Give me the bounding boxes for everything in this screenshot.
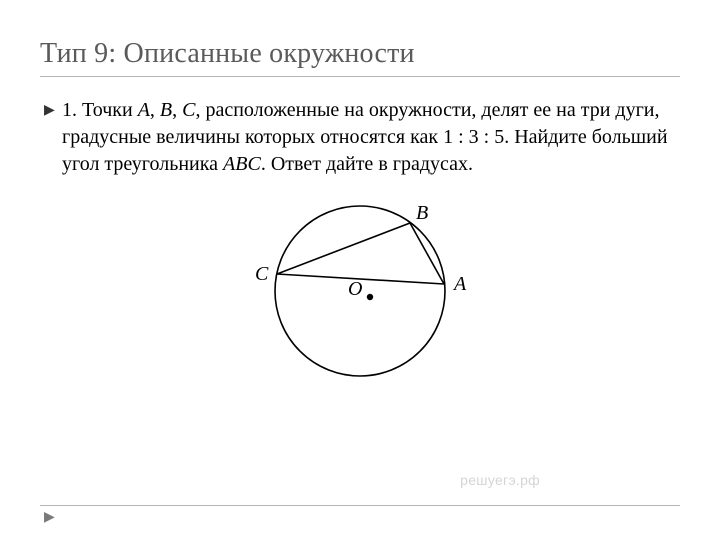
problem-block: ▶ 1. Точки A, B, C, расположенные на окр… bbox=[44, 97, 680, 178]
svg-text:B: B bbox=[416, 202, 428, 224]
footer-bullet-icon: ▶ bbox=[44, 509, 55, 526]
footer-rule bbox=[40, 505, 680, 506]
svg-text:C: C bbox=[255, 263, 269, 285]
problem-number: 1. bbox=[62, 99, 77, 121]
svg-text:O: O bbox=[348, 278, 362, 300]
watermark: решуегэ.рф bbox=[460, 472, 540, 488]
page-title: Тип 9: Описанные окружности bbox=[40, 38, 680, 70]
svg-text:A: A bbox=[452, 273, 467, 295]
title-rule: Тип 9: Описанные окружности bbox=[40, 38, 680, 77]
bullet-icon: ▶ bbox=[44, 102, 54, 119]
diagram: O A B C bbox=[40, 186, 680, 406]
problem-text: 1. Точки A, B, C, расположенные на окруж… bbox=[62, 97, 680, 178]
